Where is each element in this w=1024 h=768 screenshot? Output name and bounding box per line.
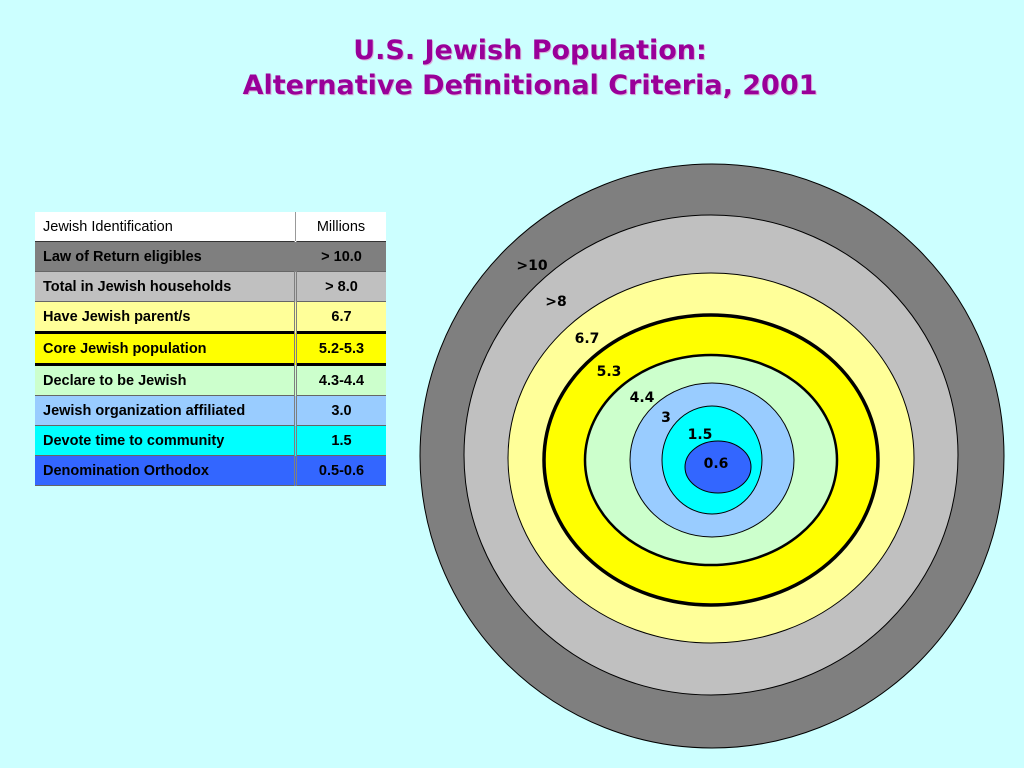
legend-row-label: Jewish organization affiliated	[35, 395, 297, 426]
legend-header-row: Jewish Identification Millions	[35, 212, 386, 242]
legend-body: Law of Return eligibles > 10.0 Total in Je…	[35, 241, 386, 486]
legend-row-label: Core Jewish population	[35, 331, 297, 366]
ring-label: 1.5	[688, 427, 713, 443]
chart-title: U.S. Jewish Population: Alternative Defi…	[0, 33, 1024, 103]
legend-row: Total in Jewish households > 8.0	[35, 271, 386, 302]
legend-row-value: 6.7	[295, 301, 386, 333]
legend-row-label: Declare to be Jewish	[35, 364, 297, 396]
ring-label: 0.6	[704, 456, 729, 472]
title-line-2: Alternative Definitional Criteria, 2001	[242, 70, 818, 101]
ring-label: 6.7	[575, 331, 600, 347]
legend-row-value: > 10.0	[295, 241, 386, 272]
legend-row-value: 0.5-0.6	[295, 455, 386, 486]
legend-row: Declare to be Jewish 4.3-4.4	[35, 364, 386, 396]
ring-label: >8	[545, 294, 566, 310]
title-line-1: U.S. Jewish Population:	[353, 35, 707, 66]
ring-label: 3	[661, 410, 671, 426]
ring-8	[684, 440, 752, 494]
legend-row-value: 5.2-5.3	[295, 331, 386, 366]
ring-label: 4.4	[630, 390, 655, 406]
legend-row: Denomination Orthodox 0.5-0.6	[35, 455, 386, 486]
legend-row-value: > 8.0	[295, 271, 386, 302]
ring-label: >10	[516, 258, 547, 274]
legend-row-label: Devote time to community	[35, 425, 297, 456]
legend-row: Devote time to community 1.5	[35, 425, 386, 456]
legend-row-label: Have Jewish parent/s	[35, 301, 297, 333]
legend-row-label: Law of Return eligibles	[35, 241, 297, 272]
legend-row: Core Jewish population 5.2-5.3	[35, 331, 386, 366]
ring-label: 5.3	[597, 364, 622, 380]
legend-row-value: 3.0	[295, 395, 386, 426]
header-identification: Jewish Identification	[35, 212, 296, 242]
legend-row: Jewish organization affiliated 3.0	[35, 395, 386, 426]
legend-row-label: Total in Jewish households	[35, 271, 297, 302]
legend-row-value: 4.3-4.4	[295, 364, 386, 396]
legend-table: Jewish Identification Millions Law of Re…	[35, 212, 386, 486]
legend-row-value: 1.5	[295, 425, 386, 456]
legend-row: Law of Return eligibles > 10.0	[35, 241, 386, 272]
legend-row: Have Jewish parent/s 6.7	[35, 301, 386, 333]
legend-row-label: Denomination Orthodox	[35, 455, 297, 486]
header-millions: Millions	[295, 212, 386, 242]
